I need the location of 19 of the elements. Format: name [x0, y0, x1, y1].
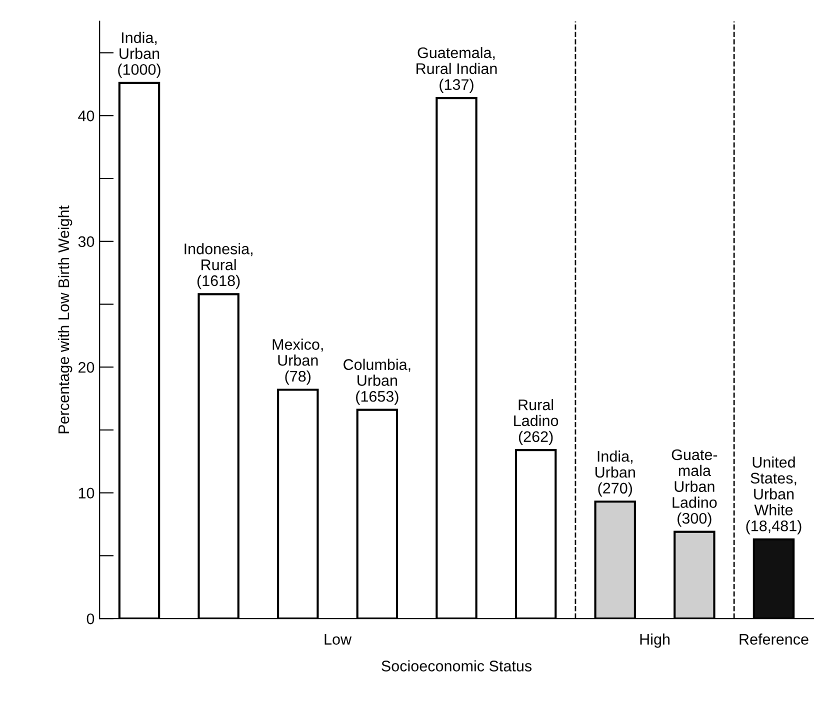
x-tick-label: Rural Ladino (262) [514, 399, 558, 446]
x-tick-label: Indonesia, Rural (1618) [184, 243, 252, 290]
y-tick-label: 20 [78, 362, 94, 373]
y-tick-label: 30 [78, 236, 94, 248]
x-tick-label: United States, Urban White (18,481) [746, 456, 802, 534]
text: Reference [740, 634, 808, 645]
x-tick-label: Mexico, Urban (78) [272, 338, 323, 385]
text: High [640, 634, 670, 648]
x-tick-label: Guatemala, Rural Indian (137) [416, 46, 497, 93]
y-tick-label: 10 [78, 488, 94, 499]
x-tick-label: Guate- mala Urban Ladino (300) [672, 449, 718, 527]
x-tick-label: India, Urban (270) [595, 450, 635, 497]
y-axis-title: Percentage with Low Birth Weight [58, 206, 72, 434]
x-tick-label: Columbia, Urban (1653) [344, 358, 410, 405]
x-axis-title: Socioeconomic Status [382, 660, 532, 672]
y-tick-label: 0 [86, 613, 94, 624]
x-tick-label: India, Urban (1000) [118, 32, 160, 78]
text: Low [324, 634, 352, 645]
y-tick-label: 40 [78, 110, 94, 122]
